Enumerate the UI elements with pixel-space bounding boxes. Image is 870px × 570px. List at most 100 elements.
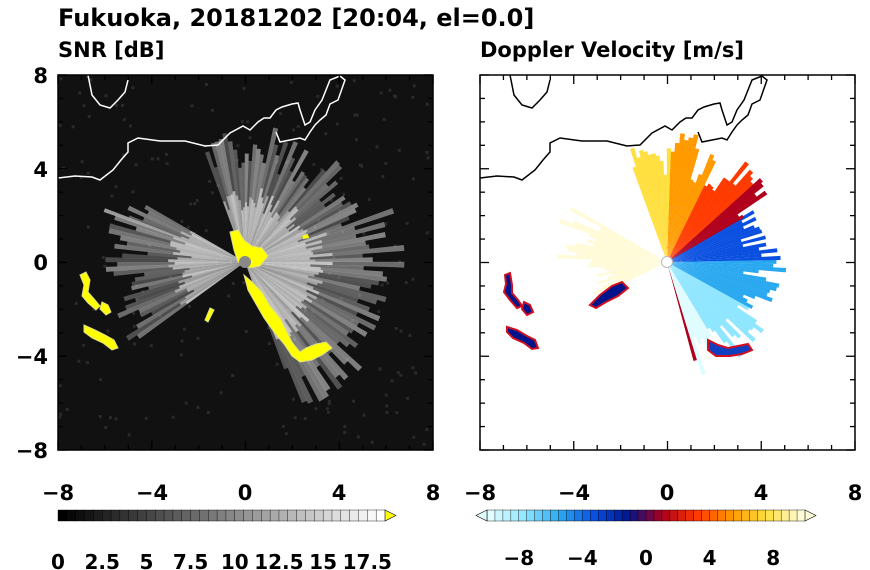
snr-noise-pixel [122, 153, 125, 157]
snr-echo-wedge [168, 259, 245, 263]
snr-colorbar-tick-label: 0 [51, 550, 65, 570]
snr-echo-wedge [191, 262, 245, 278]
snr-noise-pixel [411, 277, 415, 281]
snr-noise-pixel [195, 199, 199, 203]
snr-echo-fan [58, 75, 430, 446]
snr-echo-wedge [245, 262, 310, 323]
snr-colorbar-segment [349, 509, 359, 522]
snr-colorbar-segment [358, 509, 368, 522]
radar-site-marker [661, 256, 673, 268]
snr-noise-pixel [227, 294, 231, 298]
doppler-colorbar-segment [717, 509, 726, 522]
snr-noise-pixel [324, 132, 328, 136]
snr-echo-wedge [178, 262, 245, 284]
snr-echo-wedge [180, 250, 245, 262]
snr-echo-wedge [245, 262, 309, 278]
doppler-echo-wedge [630, 147, 667, 262]
snr-noise-pixel [211, 191, 214, 195]
snr-noise-pixel [114, 103, 118, 107]
doppler-echo-wedge [667, 161, 749, 262]
snr-colorbar-extend-max [384, 509, 397, 522]
snr-noise-pixel [131, 86, 135, 89]
snr-noise-pixel [149, 344, 153, 348]
doppler-colorbar-segment [757, 509, 766, 522]
doppler-echo-wedge [667, 262, 744, 298]
snr-noise-pixel [86, 171, 90, 175]
snr-noise-pixel [384, 162, 388, 165]
snr-noise-pixel [292, 128, 295, 132]
snr-y-tick-label: 4 [33, 158, 48, 182]
doppler-x-tick-label: 8 [848, 481, 863, 505]
snr-noise-pixel [219, 391, 223, 395]
snr-noise-pixel [231, 282, 235, 285]
snr-colorbar-segment [128, 509, 139, 522]
doppler-colorbar-segment [621, 509, 631, 522]
doppler-echo-wedge [667, 262, 777, 292]
doppler-colorbar-segment [590, 509, 599, 522]
snr-echo-wedge [187, 262, 245, 293]
snr-echo-wedge [245, 262, 320, 295]
doppler-echo-wedge [568, 248, 667, 262]
snr-noise-pixel [110, 194, 114, 198]
doppler-x-tick-label: 4 [754, 481, 769, 505]
doppler-echo-wedge [667, 189, 715, 262]
snr-colorbar-segment [243, 509, 253, 522]
doppler-echo-wedge [667, 173, 703, 262]
doppler-echo-wedge [667, 185, 708, 262]
doppler-echo-wedge [559, 219, 667, 262]
doppler-echo-wedge [667, 262, 702, 344]
doppler-echo-wedge [667, 133, 685, 262]
doppler-colorbar-segment [566, 509, 575, 522]
doppler-echo-wedge [667, 159, 716, 262]
radar-site-marker [239, 256, 251, 268]
snr-echo-wedge [245, 262, 314, 290]
snr-echo-wedge [170, 240, 245, 262]
doppler-echo-wedge [667, 178, 763, 262]
snr-x-tick-label: 4 [332, 481, 347, 505]
snr-echo-wedge [245, 262, 302, 319]
snr-echo-wedge [176, 247, 245, 262]
doppler-echo-wedge [667, 193, 757, 262]
doppler-echo-wedge [601, 262, 667, 289]
snr-noise-pixel [379, 91, 383, 95]
doppler-echo-wedge [667, 214, 744, 262]
snr-echo-wedge [174, 262, 245, 293]
snr-echo-wedge [185, 262, 245, 299]
snr-noise-pixel [208, 179, 212, 183]
snr-noise-pixel [242, 281, 246, 285]
snr-noise-pixel [193, 202, 197, 206]
snr-noise-pixel [80, 160, 84, 164]
snr-noise-pixel [405, 221, 409, 225]
snr-panel: SNR [dB] −8 −4 0 4 8 8 4 0 −4 −8 [16, 38, 441, 505]
snr-saturated-echo [302, 234, 309, 239]
snr-echo-wedge [184, 242, 245, 262]
doppler-colorbar-segment [614, 509, 623, 522]
doppler-echo-wedge [586, 239, 667, 262]
snr-colorbar-segment [75, 509, 86, 522]
doppler-echo-wedge [667, 262, 698, 361]
snr-echo-wedge [184, 262, 245, 284]
snr-colorbar-segment [137, 509, 147, 522]
snr-noise-pixel [412, 435, 416, 439]
snr-echo-wedge [179, 262, 245, 289]
snr-colorbar-segment [234, 509, 245, 522]
snr-echo-wedge [245, 262, 299, 333]
snr-noise-pixel [246, 120, 250, 124]
snr-noise-pixel [352, 79, 356, 83]
snr-noise-pixel [242, 87, 246, 91]
doppler-clutter-echo [707, 338, 754, 357]
doppler-echo-wedge [667, 262, 768, 297]
snr-axis-ticks [57, 74, 434, 451]
doppler-echo-wedge [667, 235, 766, 262]
snr-colorbar-segment [252, 509, 262, 522]
doppler-colorbar-segment [598, 509, 607, 522]
snr-noise-pixel [103, 264, 107, 268]
doppler-echo-wedge [667, 262, 756, 342]
snr-noise-pixel [362, 232, 366, 236]
doppler-echo-wedge [667, 239, 742, 262]
coastline [480, 75, 768, 181]
snr-noise-pixel [342, 192, 346, 196]
snr-noise-pixel [370, 440, 374, 444]
snr-colorbar-segment [216, 509, 227, 522]
snr-echo-wedge [245, 188, 264, 262]
